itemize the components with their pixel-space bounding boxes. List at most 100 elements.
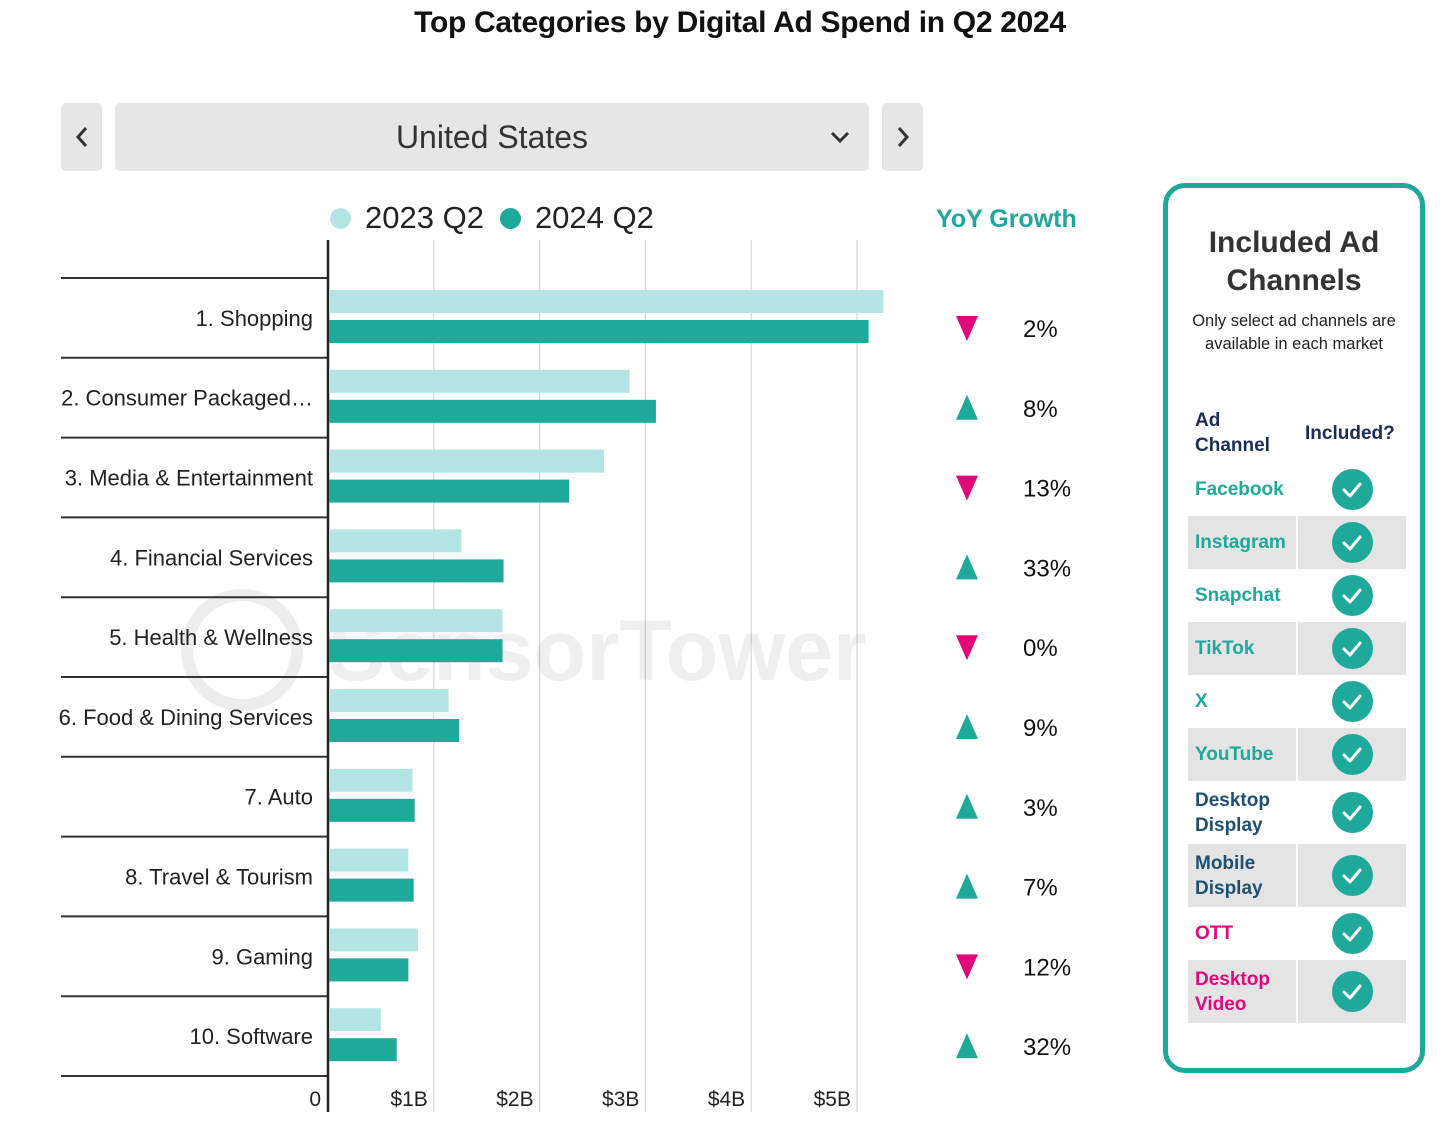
bar-2023q2	[329, 369, 630, 393]
bar-2023q2	[329, 1008, 381, 1032]
legend-swatch-2024	[499, 207, 521, 229]
triangle-up-icon	[956, 554, 978, 580]
column-header-ad-channel: Ad Channel	[1195, 408, 1270, 458]
legend-label-2023: 2023 Q2	[365, 200, 484, 235]
category-label: 6. Food & Dining Services	[59, 705, 313, 730]
bar-2024q2	[329, 559, 504, 583]
checkmark-icon	[1331, 855, 1373, 896]
x-tick-label: $1B	[390, 1088, 427, 1111]
checkmark-icon	[1331, 913, 1373, 954]
yoy-growth-value: 8%	[1023, 396, 1058, 423]
channel-name: Facebook	[1195, 479, 1284, 500]
x-tick-label: $4B	[708, 1088, 745, 1111]
country-dropdown[interactable]: United States	[115, 103, 869, 171]
panel-title-line2: Channels	[1226, 264, 1362, 297]
yoy-growth-value: 13%	[1023, 476, 1071, 503]
bar-2024q2	[329, 1038, 397, 1062]
checkmark-icon	[1331, 971, 1373, 1012]
triangle-up-icon	[956, 793, 978, 819]
category-label: 5. Health & Wellness	[109, 625, 313, 650]
yoy-growth-value: 7%	[1023, 875, 1058, 902]
included-ad-channels-panel: Included Ad Channels Only select ad chan…	[1163, 183, 1425, 1073]
bar-2023q2	[329, 449, 605, 473]
channel-row: Snapchat	[1188, 569, 1406, 622]
category-label: 8. Travel & Tourism	[125, 865, 313, 890]
channels-table: Facebook Instagram Snapchat TikTok X YouTube D…	[1188, 463, 1406, 1023]
channel-row: YouTube	[1188, 728, 1406, 781]
x-tick-label: $3B	[602, 1088, 639, 1111]
included-cell	[1298, 728, 1406, 781]
included-cell	[1298, 960, 1406, 1023]
triangle-down-icon	[956, 316, 978, 341]
included-cell	[1298, 463, 1406, 516]
column-header-included: Included?	[1305, 423, 1395, 444]
yoy-growth-value: 0%	[1023, 635, 1058, 662]
yoy-growth-value: 3%	[1023, 795, 1058, 822]
triangle-up-icon	[956, 873, 978, 899]
channel-row: Mobile Display	[1188, 844, 1406, 907]
bar-2023q2	[329, 928, 418, 952]
included-cell	[1298, 675, 1406, 728]
checkmark-icon	[1331, 628, 1373, 669]
triangle-up-icon	[956, 1033, 978, 1059]
category-label: 4. Financial Services	[110, 545, 313, 570]
checkmark-icon	[1331, 575, 1373, 616]
legend-item-2024[interactable]: 2024 Q2	[499, 200, 654, 236]
channel-row: OTT	[1188, 907, 1406, 960]
chevron-down-icon	[830, 131, 850, 144]
channel-row: Instagram	[1188, 516, 1406, 569]
x-tick-label: 0	[309, 1088, 321, 1111]
x-tick-label: $2B	[496, 1088, 533, 1111]
channel-name: Desktop Video	[1188, 960, 1296, 1023]
yoy-growth-value: 32%	[1023, 1034, 1071, 1061]
yoy-growth-header: YoY Growth	[936, 205, 1077, 233]
triangle-down-icon	[956, 635, 978, 661]
bar-2023q2	[329, 290, 884, 313]
channel-name: YouTube	[1188, 728, 1296, 781]
included-cell	[1298, 569, 1406, 622]
bar-2023q2	[329, 529, 462, 553]
panel-title: Included Ad Channels	[1168, 224, 1420, 300]
category-label: 7. Auto	[244, 785, 313, 810]
yoy-growth-value: 12%	[1023, 954, 1071, 981]
panel-subtitle-line2: available in each market	[1205, 335, 1383, 353]
checkmark-icon	[1331, 681, 1373, 722]
category-label: 1. Shopping	[196, 306, 313, 331]
x-tick-label: $5B	[814, 1088, 851, 1111]
bar-2023q2	[329, 609, 503, 633]
panel-title-line1: Included Ad	[1208, 226, 1380, 259]
triangle-up-icon	[956, 714, 978, 739]
included-cell	[1298, 622, 1406, 675]
legend-item-2023[interactable]: 2023 Q2	[330, 200, 484, 236]
bar-2023q2	[329, 768, 413, 792]
next-country-button[interactable]	[882, 103, 923, 171]
panel-subtitle-line1: Only select ad channels are	[1192, 312, 1396, 330]
channel-name: TikTok	[1188, 622, 1296, 675]
channel-row: Desktop Video	[1188, 960, 1406, 1023]
bar-2023q2	[329, 689, 449, 712]
channel-name: Desktop Display	[1195, 789, 1270, 836]
channel-row: TikTok	[1188, 622, 1406, 675]
triangle-down-icon	[956, 475, 978, 501]
checkmark-icon	[1331, 522, 1373, 563]
category-label: 9. Gaming	[212, 944, 314, 969]
channel-name: Snapchat	[1195, 585, 1281, 606]
channel-row: X	[1188, 675, 1406, 728]
country-dropdown-value: United States	[395, 119, 589, 155]
chevron-left-icon	[75, 127, 87, 147]
bar-2024q2	[329, 958, 409, 982]
bar-2024q2	[329, 479, 570, 503]
previous-country-button[interactable]	[61, 103, 102, 171]
included-cell	[1298, 781, 1406, 844]
column-header-ad-channel-line2: Channel	[1195, 435, 1270, 456]
yoy-growth-value: 33%	[1023, 555, 1071, 582]
category-label: 2. Consumer Packaged…	[61, 386, 313, 411]
chevron-right-icon	[897, 127, 909, 147]
chart-title: Top Categories by Digital Ad Spend in Q2…	[414, 6, 1066, 39]
watermark-logo	[181, 589, 303, 711]
bar-2024q2	[329, 878, 414, 902]
channel-name: OTT	[1195, 923, 1233, 944]
triangle-up-icon	[956, 394, 978, 420]
channel-row: Facebook	[1188, 463, 1406, 516]
